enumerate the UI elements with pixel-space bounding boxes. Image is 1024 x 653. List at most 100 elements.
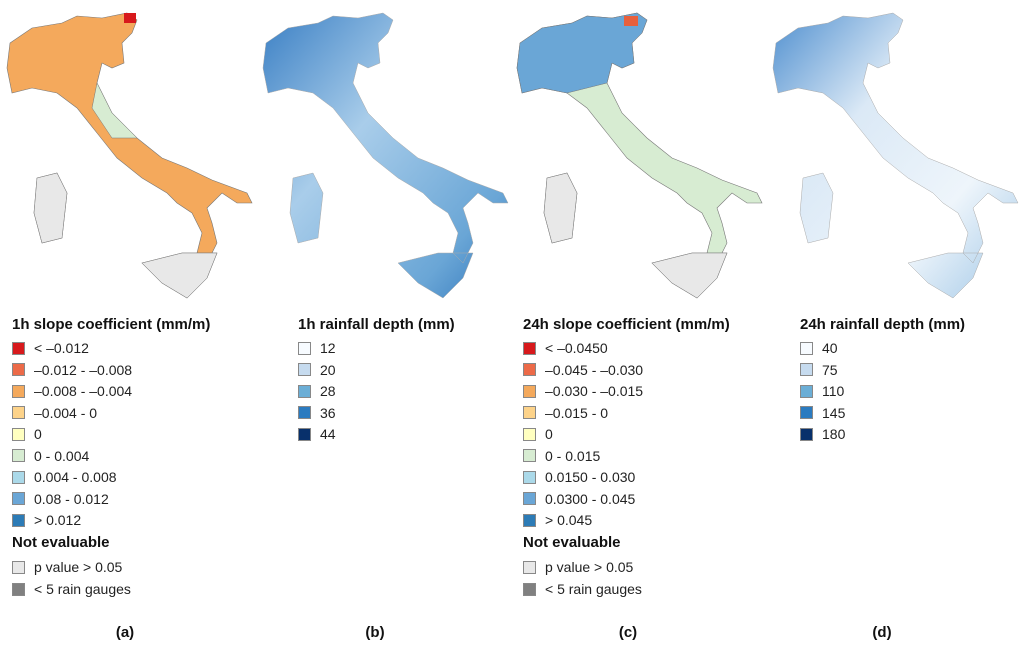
legend-item: < –0.0450 (523, 340, 608, 356)
not-evaluable-title: Not evaluable (523, 534, 621, 551)
legend-item: < 5 rain gauges (12, 581, 131, 597)
legend-label: 0 - 0.015 (545, 447, 601, 464)
legend-swatch (523, 582, 536, 596)
legend-item: 145 (800, 405, 845, 421)
legend-label: 12 (320, 340, 336, 356)
legend-swatch (298, 341, 311, 355)
legend-item: 0.08 - 0.012 (12, 491, 109, 507)
legend-label: –0.004 - 0 (34, 404, 98, 421)
legend-item: 0 (523, 426, 553, 442)
legend-label: 28 (320, 383, 336, 399)
legend-swatch (12, 363, 25, 376)
legend-item: –0.015 - 0 (523, 405, 608, 421)
legend-label: –0.012 - –0.008 (34, 361, 133, 378)
legend-swatch (800, 384, 813, 398)
legend-item: 0.0300 - 0.045 (523, 491, 635, 507)
map-b (262, 12, 509, 299)
legend-swatch (12, 406, 25, 419)
legend-label: 0.08 - 0.012 (34, 490, 109, 507)
legend-swatch (523, 449, 536, 462)
legend-swatch (523, 406, 536, 419)
legend-swatch (298, 427, 311, 441)
legend-swatch (523, 384, 536, 398)
legend-swatch (12, 449, 25, 462)
legend-title: 1h rainfall depth (mm) (298, 316, 455, 333)
legend-label: < 5 rain gauges (34, 581, 131, 597)
legend-label: –0.045 - –0.030 (545, 361, 644, 378)
legend-label: 20 (320, 361, 336, 378)
legend-item: p value > 0.05 (12, 559, 122, 575)
legend-item: > 0.045 (523, 512, 592, 528)
legend-swatch (298, 384, 311, 398)
legend-item: 0.0150 - 0.030 (523, 469, 635, 485)
legend-swatch (12, 384, 25, 398)
legend-swatch (12, 341, 25, 355)
legend-item: –0.030 - –0.015 (523, 383, 643, 399)
panel-label: (d) (872, 624, 892, 641)
legend-label: 110 (822, 383, 845, 399)
legend-swatch (12, 427, 25, 441)
legend-swatch (523, 470, 536, 484)
legend-label: 0 (545, 426, 553, 442)
legend-swatch (523, 341, 536, 355)
legend-label: p value > 0.05 (34, 559, 123, 575)
not-evaluable-title: Not evaluable (12, 534, 110, 551)
legend-label: p value > 0.05 (545, 559, 634, 575)
legend-label: < –0.012 (34, 340, 89, 356)
legend-swatch (12, 492, 25, 505)
legend-swatch (12, 513, 25, 527)
legend-swatch (523, 363, 536, 376)
legend-label: > 0.045 (545, 512, 593, 528)
legend-label: 0.0300 - 0.045 (545, 490, 636, 507)
legend-item: > 0.012 (12, 512, 81, 528)
panel-label: (b) (365, 624, 385, 641)
legend-label: –0.015 - 0 (545, 404, 609, 421)
legend-title: 24h rainfall depth (mm) (800, 316, 966, 333)
legend-item: 0 - 0.004 (12, 448, 89, 464)
legend-label: 44 (320, 426, 336, 442)
legend-swatch (800, 341, 813, 355)
legend-swatch (523, 560, 536, 574)
legend-swatch (298, 406, 311, 419)
legend-label: 0 - 0.004 (34, 447, 90, 464)
legend-label: 0.0150 - 0.030 (545, 469, 636, 485)
legend-label: 145 (822, 404, 846, 421)
map-c (516, 12, 763, 299)
legend-item: p value > 0.05 (523, 559, 633, 575)
legend-item: < 5 rain gauges (523, 581, 642, 597)
legend-label: 180 (822, 426, 846, 442)
panel-label: (c) (618, 624, 638, 641)
legend-item: 20 (298, 362, 336, 378)
legend-swatch (12, 582, 25, 596)
legend-item: 0.004 - 0.008 (12, 469, 117, 485)
legend-item: 0 - 0.015 (523, 448, 600, 464)
panel-label: (a) (115, 624, 135, 641)
maps (6, 12, 1019, 299)
legend-item: 28 (298, 383, 336, 399)
legend-item: 40 (800, 340, 838, 356)
legend-item: –0.008 - –0.004 (12, 383, 132, 399)
legend-item: 110 (800, 383, 844, 399)
legend-swatch (523, 427, 536, 441)
legend-item: –0.045 - –0.030 (523, 362, 643, 378)
legend-title: 1h slope coefficient (mm/m) (12, 316, 211, 333)
legend-swatch (523, 513, 536, 527)
legend-label: > 0.012 (34, 512, 82, 528)
legend-label: < –0.0450 (545, 340, 608, 356)
legend-swatch (12, 560, 25, 574)
legend-label: < 5 rain gauges (545, 581, 642, 597)
legend-swatch (800, 427, 813, 441)
legend-item: 75 (800, 362, 838, 378)
legend-item: –0.012 - –0.008 (12, 362, 132, 378)
legend-item: 36 (298, 405, 336, 421)
legend-label: 0.004 - 0.008 (34, 469, 117, 485)
legend-swatch (800, 406, 813, 419)
legend-label: –0.030 - –0.015 (545, 383, 644, 399)
legend-item: 0 (12, 426, 42, 442)
legend-label: 40 (822, 340, 838, 356)
legend-item: 44 (298, 426, 336, 442)
legend-label: 75 (822, 361, 838, 378)
map-a (6, 12, 253, 299)
legend-swatch (800, 363, 813, 376)
